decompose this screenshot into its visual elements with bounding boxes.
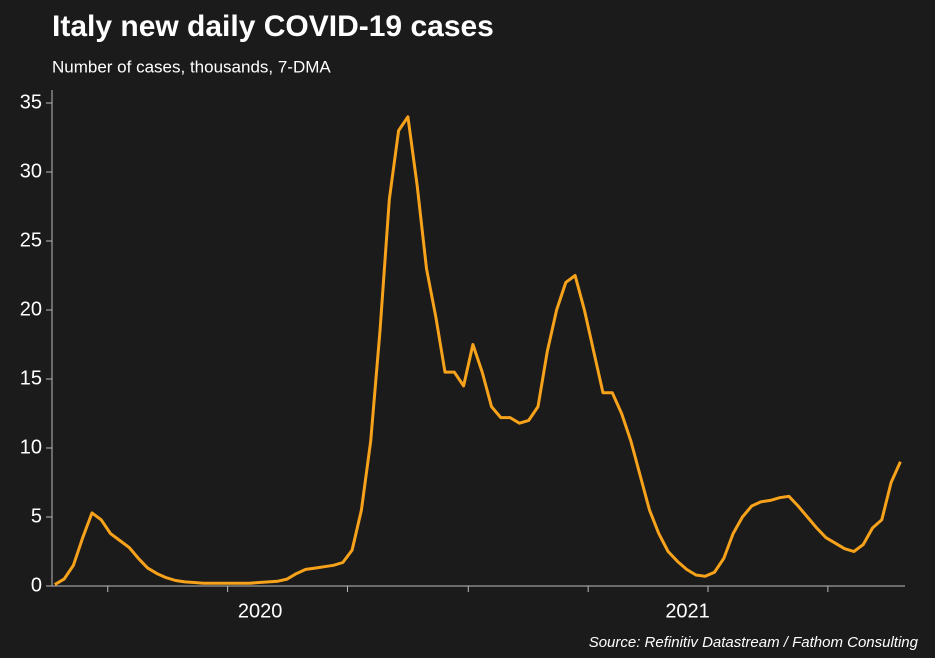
x-tick-label: 2020 [238, 600, 283, 622]
chart-title: Italy new daily COVID-19 cases [52, 10, 494, 43]
data-line [54, 115, 902, 586]
x-tick-label: 2021 [665, 600, 710, 622]
y-tick-label: 5 [31, 505, 42, 527]
y-tick-label: 15 [20, 367, 42, 389]
y-tick-label: 10 [20, 436, 42, 458]
y-tick-label: 20 [20, 298, 42, 320]
y-tick-label: 30 [20, 160, 42, 182]
source-note: Source: Refinitiv Datastream / Fathom Co… [589, 634, 919, 651]
chart-subtitle: Number of cases, thousands, 7-DMA [52, 57, 331, 76]
y-tick-label: 35 [20, 91, 42, 113]
y-tick-label: 25 [20, 229, 42, 251]
y-tick-label: 0 [31, 574, 42, 596]
